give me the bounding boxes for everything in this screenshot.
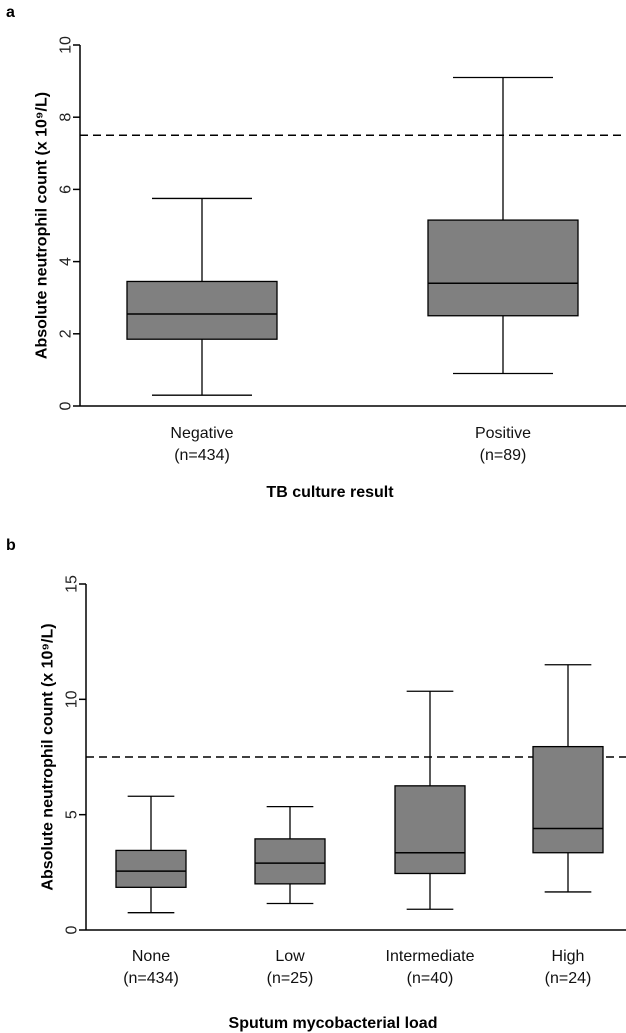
category-label: Low	[275, 948, 305, 965]
box-low	[254, 805, 326, 905]
category-label: Positive	[475, 425, 531, 442]
y-tick-label: 6	[58, 185, 75, 194]
box-none	[115, 795, 187, 914]
iqr-box	[532, 745, 604, 854]
y-tick-label: 5	[64, 810, 81, 819]
y-tick-label: 0	[64, 925, 81, 934]
y-axis-title: Absolute neutrophil count (x 10⁹/L)	[40, 623, 57, 890]
iqr-box	[115, 849, 187, 888]
iqr-box	[126, 280, 278, 340]
category-label: Negative	[170, 425, 233, 442]
box-high	[532, 664, 604, 893]
category-label: High	[552, 948, 585, 965]
iqr-box	[427, 219, 579, 317]
category-label: None	[132, 948, 170, 965]
category-n-label: (n=89)	[480, 447, 527, 464]
y-tick-label: 10	[58, 36, 75, 54]
x-axis-title: TB culture result	[266, 484, 394, 501]
category-n-label: (n=24)	[545, 970, 592, 987]
chart-panel-b: 0 5 10 15 None (n=434) Low (n=25) Intermediate (n…	[40, 575, 626, 1032]
y-tick-label: 8	[58, 113, 75, 122]
category-n-label: (n=40)	[407, 970, 454, 987]
x-axis-title: Sputum mycobacterial load	[229, 1015, 438, 1032]
category-n-label: (n=25)	[267, 970, 314, 987]
category-n-label: (n=434)	[174, 447, 230, 464]
y-tick-label: 4	[58, 257, 75, 266]
category-n-label: (n=434)	[123, 970, 179, 987]
y-axis-title: Absolute neutrophil count (x 10⁹/L)	[34, 92, 51, 359]
box-positive	[427, 76, 579, 375]
box-negative	[126, 197, 278, 396]
chart-panel-a: 0 2 4 6 8 10 Negative (n=434) Positive (n=89) Abso…	[34, 36, 626, 501]
y-tick-label: 10	[64, 690, 81, 708]
panel-b-label: b	[6, 537, 16, 554]
box-intermediate	[394, 690, 466, 910]
y-tick-label: 0	[58, 401, 75, 410]
iqr-box	[394, 785, 466, 875]
panel-a-label: a	[6, 4, 15, 21]
category-label: Intermediate	[386, 948, 475, 965]
y-tick-label: 2	[58, 329, 75, 338]
y-tick-label: 15	[64, 575, 81, 593]
iqr-box	[254, 838, 326, 885]
